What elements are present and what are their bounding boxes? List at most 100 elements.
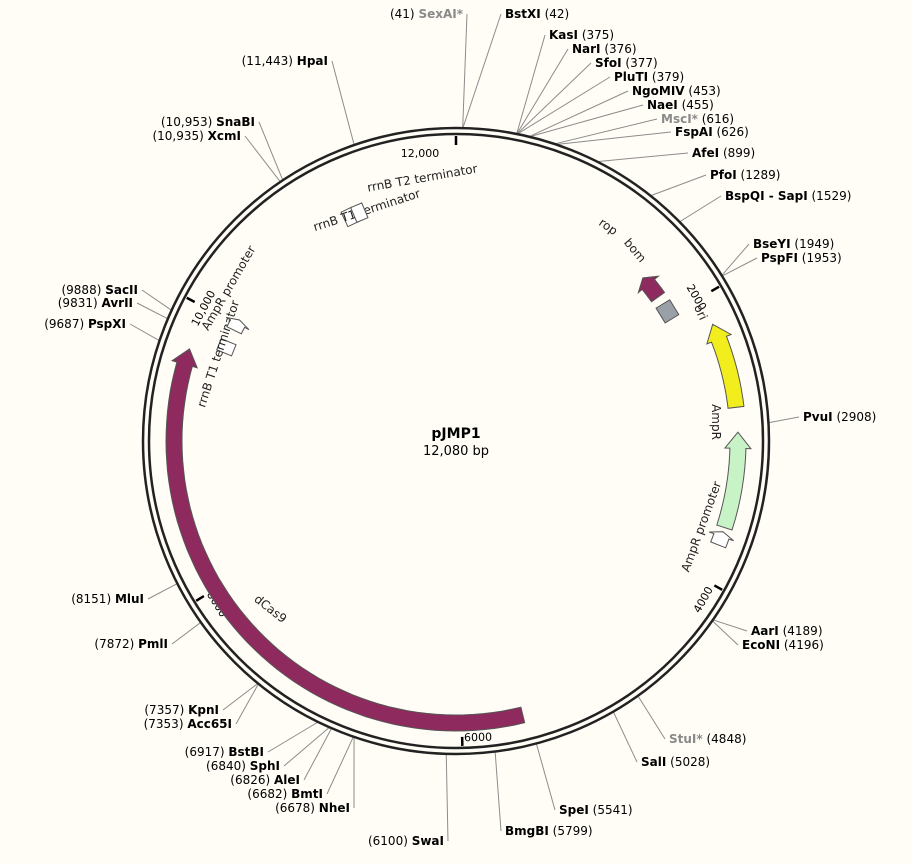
site-mlui-leader (147, 583, 178, 600)
site-stui-position: (4848) (703, 732, 747, 746)
site-avrii-name: AvrII (101, 296, 133, 310)
site-bstxi-position: (42) (541, 7, 569, 21)
site-pluti-name: PluTI (614, 70, 648, 84)
site-sphi-label: (6840) SphI (206, 759, 280, 773)
site-pspfi-leader (721, 257, 758, 277)
site-naei-leader (529, 104, 644, 138)
site-afei-name: AfeI (692, 146, 719, 160)
site-aari-label: AarI (4189) (751, 624, 823, 638)
site-bstxi-leader (462, 13, 502, 129)
site-alei-leader (303, 727, 333, 781)
site-sphi-position: (6840) (206, 759, 250, 773)
site-bspqi-sapi-label: BspQI - SapI (1529) (725, 189, 851, 203)
site-kpni-label: (7357) KpnI (144, 703, 219, 717)
site-pmli-position: (7872) (94, 637, 138, 651)
site-bstbi-label: (6917) BstBI (185, 745, 264, 759)
site-sacii-leader (141, 289, 172, 311)
site-aari-name: AarI (751, 624, 779, 638)
site-stui-label: StuI* (4848) (669, 732, 746, 746)
site-bmgbi-label: BmgBI (5799) (505, 824, 593, 838)
site-econi-position: (4196) (780, 638, 824, 652)
site-sacii-position: (9888) (61, 283, 105, 297)
site-aari-leader (712, 619, 748, 632)
feature-ori-label: ori (691, 302, 710, 322)
site-pluti-label: PluTI (379) (614, 70, 684, 84)
site-hpai-leader (331, 60, 355, 146)
site-econi-leader (711, 620, 739, 646)
site-kpni-position: (7357) (144, 703, 188, 717)
site-sfoi-position: (377) (622, 56, 658, 70)
feature-bom-box (655, 299, 680, 324)
feature-rop-label: rop (596, 215, 620, 238)
site-stui-name: StuI* (669, 732, 703, 746)
site-pmli-leader (171, 621, 202, 645)
site-avrii-leader (136, 302, 169, 320)
feature-rrnb-t2-terminator-box (350, 202, 369, 223)
site-acc65i-leader (235, 683, 259, 725)
site-econi-name: EcoNI (742, 638, 780, 652)
site-nhei-name: NheI (319, 801, 350, 815)
feature-rrnb-t1-terminator-a-box (216, 338, 237, 357)
site-snabi-label: (10,953) SnaBI (161, 115, 255, 129)
tick-mark-1 (710, 285, 720, 293)
site-bmti-leader (326, 736, 354, 795)
site-bseyi-leader (721, 243, 750, 276)
site-sexai-label: (41) SexAI* (390, 7, 464, 21)
site-econi-label: EcoNI (4196) (742, 638, 824, 652)
site-swai-label: (6100) SwaI (368, 834, 444, 848)
site-pvui-name: PvuI (803, 410, 833, 424)
site-pvui-position: (2908) (833, 410, 877, 424)
site-pfoi-leader (650, 174, 707, 197)
site-msci-position: (616) (698, 112, 734, 126)
site-pspfi-label: PspFI (1953) (761, 251, 842, 265)
site-ngomiv-label: NgoMIV (453) (632, 84, 721, 98)
site-sexai-name: SexAI* (418, 7, 463, 21)
site-sphi-leader (283, 726, 330, 767)
site-fspai-name: FspAI (675, 125, 713, 139)
site-avrii-label: (9831) AvrII (58, 296, 133, 310)
feature-ampr-arrow (716, 431, 752, 531)
site-pspxi-name: PspXI (88, 317, 126, 331)
site-spei-leader (535, 743, 556, 811)
site-alei-name: AleI (274, 773, 300, 787)
site-bseyi-position: (1949) (791, 237, 835, 251)
tick-label-0: 12,000 (401, 147, 440, 160)
feature-bom-label: bom (621, 236, 649, 265)
site-msci-label: MscI* (616) (661, 112, 734, 126)
site-swai-position: (6100) (368, 834, 412, 848)
site-xcmi-position: (10,935) (152, 129, 207, 143)
tick-mark-5 (186, 296, 196, 304)
plasmid-size: 12,080 bp (423, 444, 489, 459)
site-snabi-name: SnaBI (216, 115, 255, 129)
site-nari-name: NarI (572, 42, 601, 56)
site-sphi-name: SphI (250, 759, 280, 773)
site-sacii-name: SacII (105, 283, 138, 297)
feature-rrnb-t1-terminator-b-label: rrnB T1 terminator (312, 186, 423, 234)
site-naei-name: NaeI (647, 98, 678, 112)
site-kpni-name: KpnI (188, 703, 219, 717)
site-pmli-name: PmlI (138, 637, 168, 651)
site-swai-name: SwaI (412, 834, 444, 848)
site-sali-position: (5028) (666, 755, 710, 769)
site-ngomiv-position: (453) (685, 84, 721, 98)
site-pspxi-leader (129, 323, 160, 342)
site-bspqi-sapi-name: BspQI - SapI (725, 189, 808, 203)
site-kasi-name: KasI (549, 28, 578, 42)
site-ngomiv-name: NgoMIV (632, 84, 685, 98)
feature-rrnb-t2-terminator-label: rrnB T2 terminator (366, 161, 478, 194)
tick-mark-2 (713, 584, 723, 591)
site-hpai-position: (11,443) (242, 54, 297, 68)
site-nhei-label: (6678) NheI (275, 801, 350, 815)
site-pfoi-position: (1289) (737, 168, 781, 182)
site-aari-position: (4189) (779, 624, 823, 638)
site-spei-name: SpeI (559, 803, 589, 817)
feature-dcas9-label: dCas9 (251, 592, 289, 626)
site-xcmi-name: XcmI (208, 129, 241, 143)
feature-ampr-promoter-label: AmpR promoter (678, 479, 724, 573)
feature-ori-arrow (706, 323, 745, 409)
site-bstxi-label: BstXI (42) (505, 7, 569, 21)
site-pspfi-position: (1953) (798, 251, 842, 265)
site-pfoi-name: PfoI (710, 168, 737, 182)
site-afei-position: (899) (719, 146, 755, 160)
